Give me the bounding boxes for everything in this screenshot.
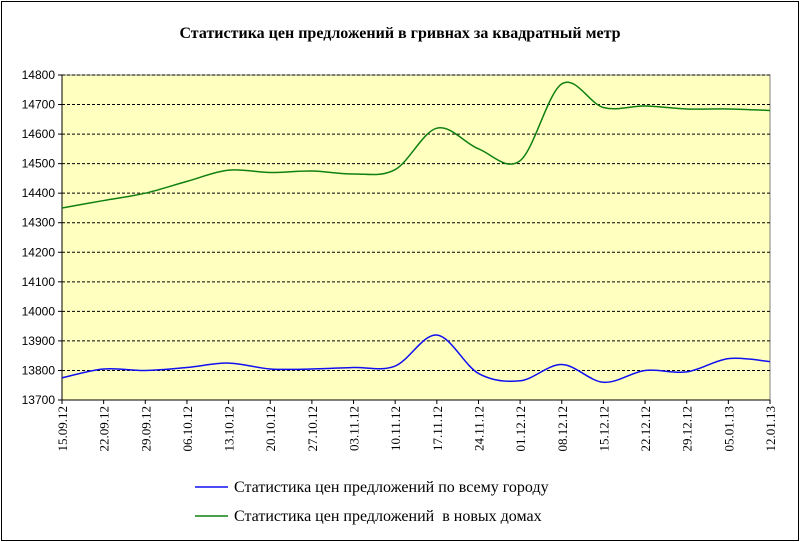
legend: Статистика цен предложений по всему горо… <box>195 479 549 525</box>
y-tick-label: 14500 <box>22 157 56 171</box>
chart-title: Статистика цен предложений в гривнах за … <box>179 25 620 42</box>
x-tick-label: 10.11.12 <box>388 406 403 451</box>
y-tick-label: 14600 <box>22 127 56 141</box>
x-tick-label: 22.12.12 <box>638 406 653 452</box>
legend-item-new-homes: Статистика цен предложений в новых домах <box>195 508 542 525</box>
x-tick-label: 22.09.12 <box>97 406 112 452</box>
series-lines <box>61 81 771 384</box>
x-tick-label: 05.01.13 <box>721 406 736 452</box>
x-tick-label: 13.10.12 <box>222 406 237 452</box>
x-tick-label: 27.10.12 <box>305 406 320 452</box>
new-homes-series-line <box>61 81 771 209</box>
y-tick-label: 14700 <box>22 98 56 112</box>
legend-label: Статистика цен предложений по всему горо… <box>234 479 549 496</box>
y-tick-label: 14800 <box>22 68 56 82</box>
y-tick-label: 14400 <box>22 186 56 200</box>
x-tick-label: 29.12.12 <box>680 406 695 452</box>
x-tick-label: 29.09.12 <box>138 406 153 452</box>
y-axis: 13700 13800 13900 14000 14100 14200 14300 14400… <box>22 68 63 407</box>
x-tick-label: 15.12.12 <box>596 406 611 452</box>
x-tick-label: 03.11.12 <box>347 406 362 451</box>
x-tick-label: 12.01.13 <box>763 406 778 452</box>
y-tick-label: 14100 <box>22 275 56 289</box>
city-series-line <box>61 334 771 384</box>
y-tick-label: 14300 <box>22 216 56 230</box>
plot-area <box>61 74 771 401</box>
x-axis: 15.09.12 22.09.12 29.09.12 06.10.12 13.10.12… <box>55 399 778 452</box>
x-tick-label: 06.10.12 <box>180 406 195 452</box>
x-tick-label: 01.12.12 <box>513 406 528 452</box>
y-tick-label: 14200 <box>22 245 56 259</box>
legend-item-city: Статистика цен предложений по всему горо… <box>195 479 549 496</box>
x-tick-label: 20.10.12 <box>263 406 278 452</box>
y-tick-label: 13700 <box>22 393 56 407</box>
x-tick-label: 08.12.12 <box>555 406 570 452</box>
x-tick-label: 15.09.12 <box>55 406 70 452</box>
y-tick-label: 13900 <box>22 334 56 348</box>
legend-label: Статистика цен предложений в новых домах <box>234 508 542 525</box>
grid-lines <box>62 74 770 371</box>
y-tick-label: 14000 <box>22 304 56 318</box>
x-tick-label: 24.11.12 <box>471 406 486 451</box>
x-tick-label: 17.11.12 <box>430 406 445 451</box>
y-tick-label: 13800 <box>22 363 56 377</box>
